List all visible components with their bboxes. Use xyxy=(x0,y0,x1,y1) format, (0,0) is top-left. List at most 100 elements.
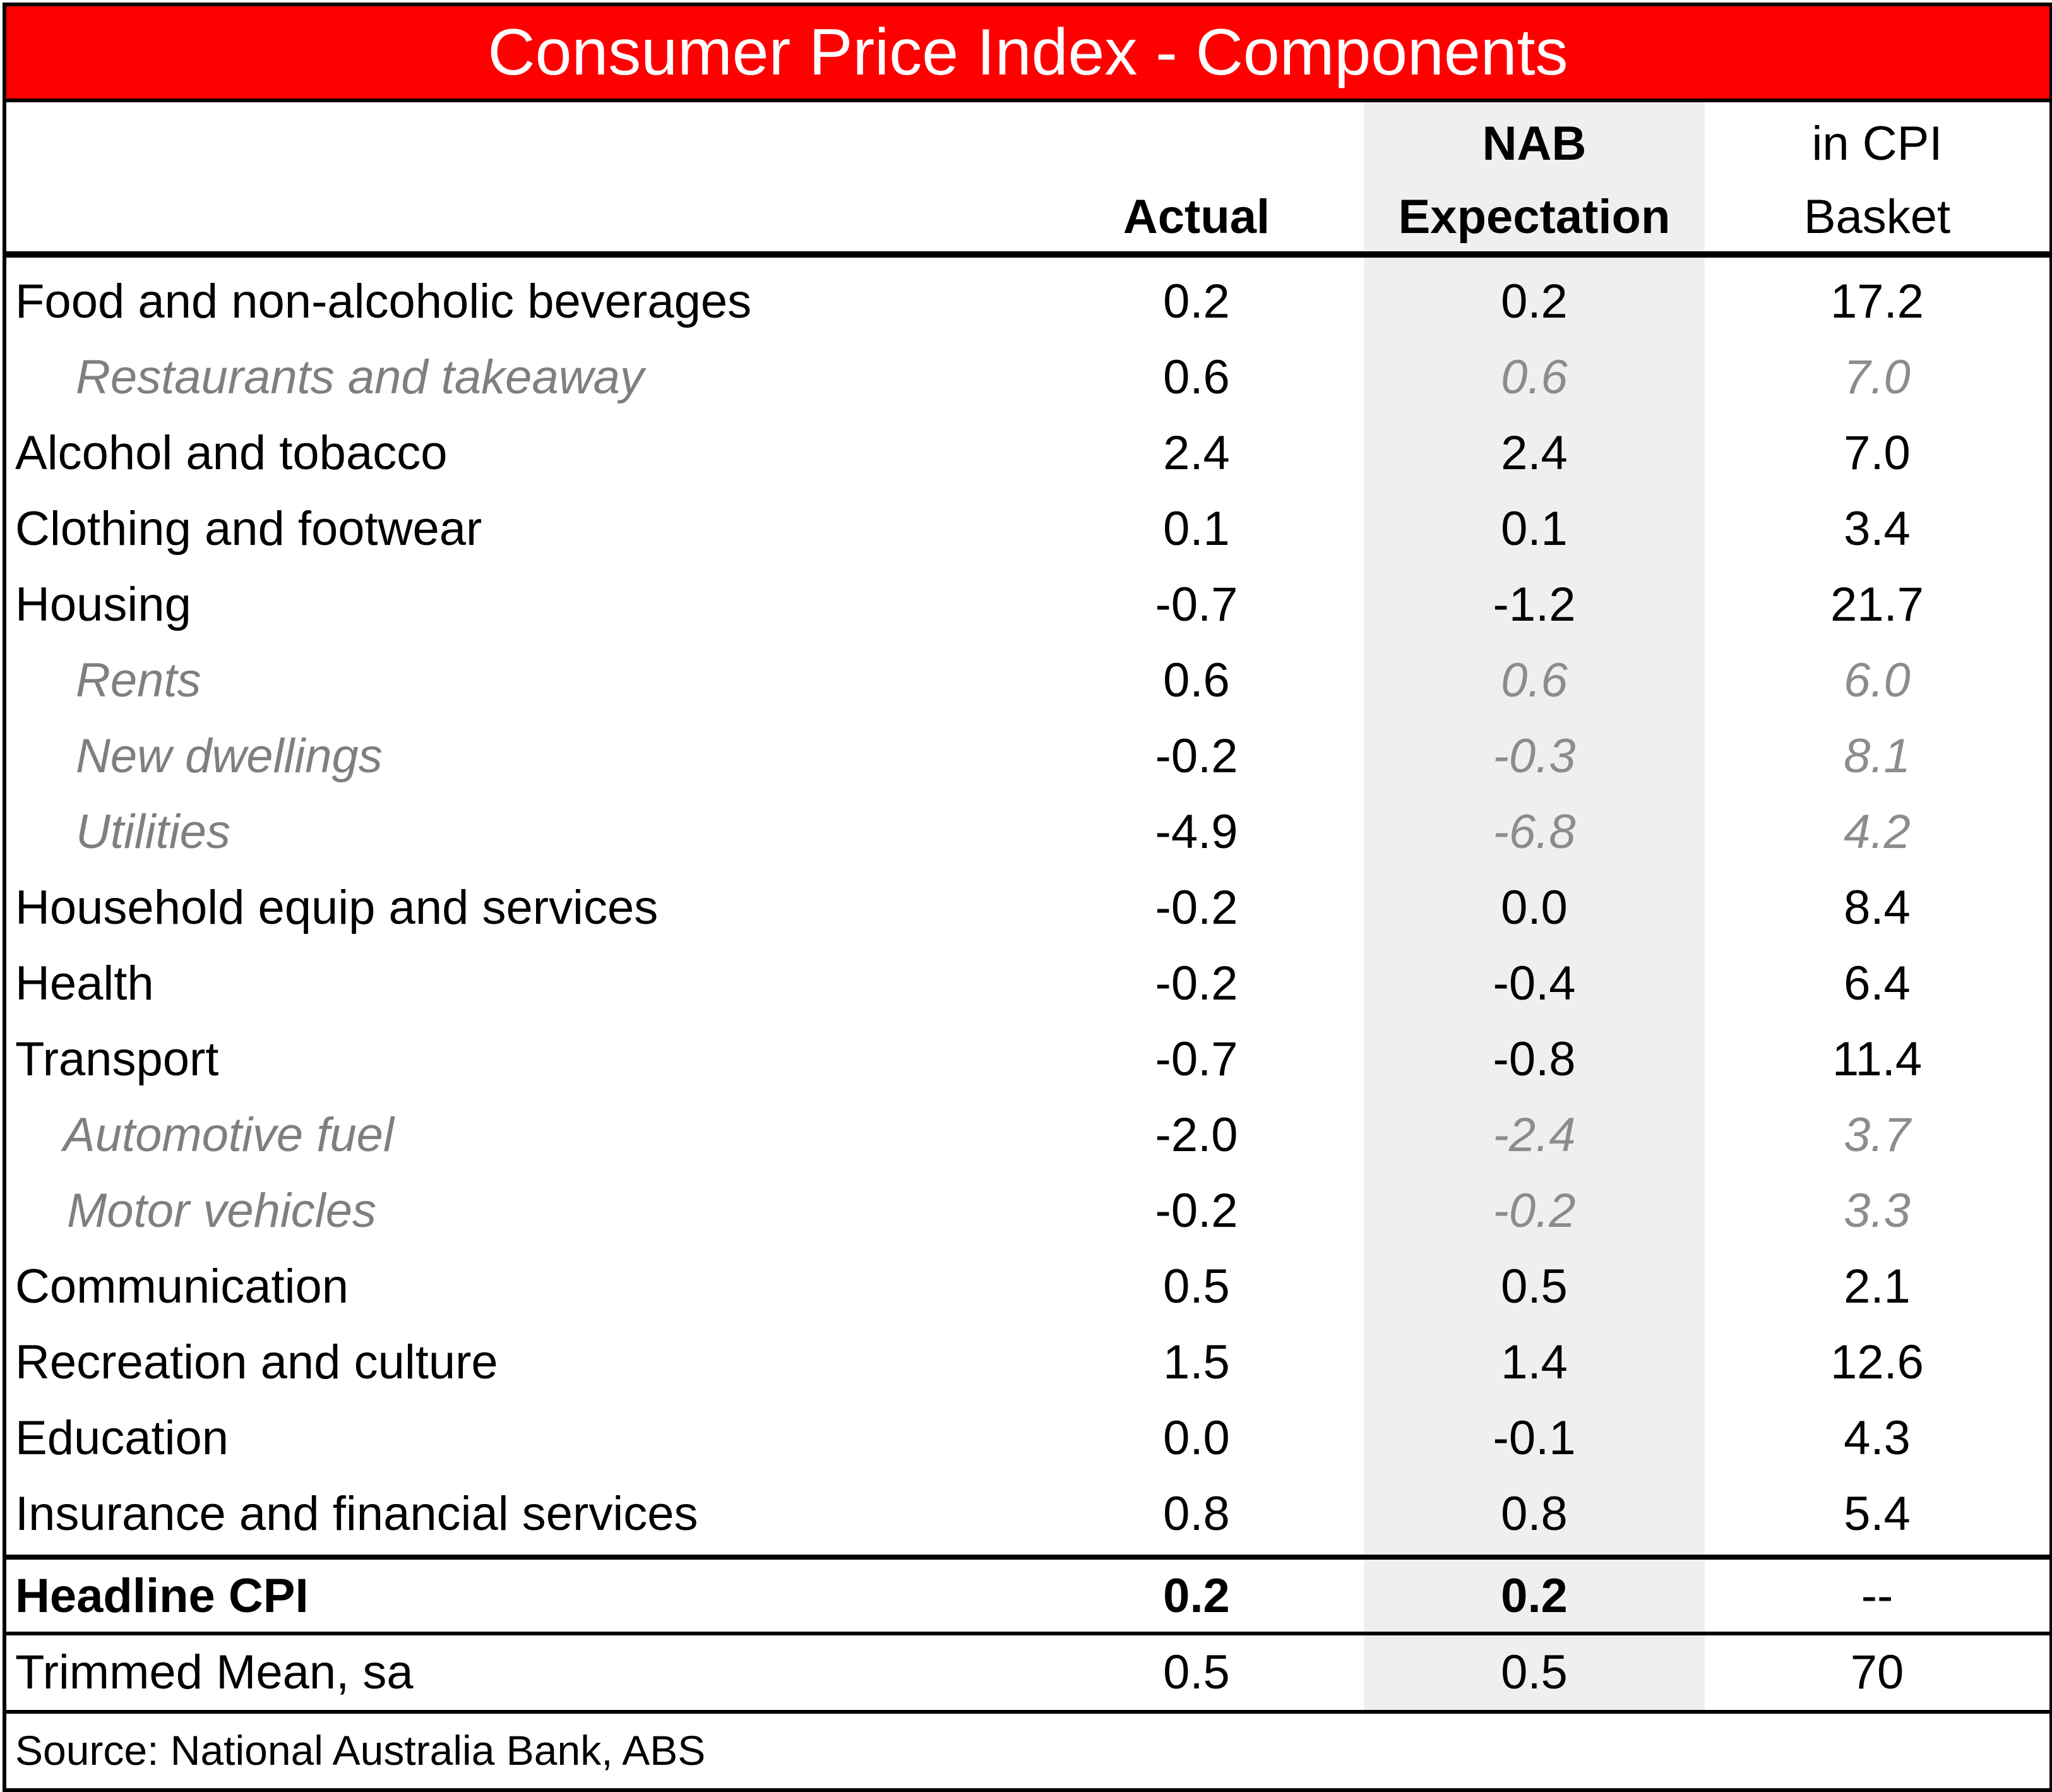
row-label: Insurance and financial services xyxy=(15,1487,698,1541)
table-row: Food and non-alcoholic beverages 0.2 0.2… xyxy=(6,264,2049,340)
trimmed-divider xyxy=(6,1632,2049,1635)
nab-value: -0.4 xyxy=(1493,957,1576,1010)
basket-value: 8.1 xyxy=(1844,729,1911,783)
table-row: Automotive fuel -2.0 -2.4 3.7 xyxy=(6,1097,2049,1173)
nab-value: 0.8 xyxy=(1501,1487,1568,1541)
nab-value: 0.6 xyxy=(1501,654,1568,707)
table-row: Clothing and footwear 0.1 0.1 3.4 xyxy=(6,491,2049,567)
actual-value: -0.7 xyxy=(1155,1032,1238,1086)
table-row: Communication 0.5 0.5 2.1 xyxy=(6,1249,2049,1325)
actual-value: 0.1 xyxy=(1163,502,1230,556)
headline-label: Headline CPI xyxy=(15,1569,309,1623)
trimmed-nab-value: 0.5 xyxy=(1501,1646,1568,1699)
basket-value: 7.0 xyxy=(1844,350,1911,404)
nab-value: -2.4 xyxy=(1493,1108,1576,1162)
actual-value: -2.0 xyxy=(1155,1108,1238,1162)
row-label: Recreation and culture xyxy=(15,1335,498,1389)
table-header: Actual NAB Expectation in CPI Basket xyxy=(6,102,2049,251)
basket-value: 4.3 xyxy=(1844,1411,1911,1465)
row-label: Utilities xyxy=(76,805,230,859)
nab-value: 0.1 xyxy=(1501,502,1568,556)
actual-value: -0.2 xyxy=(1155,881,1238,935)
row-label: Automotive fuel xyxy=(63,1108,394,1162)
basket-value: 2.1 xyxy=(1844,1260,1911,1313)
table-row: New dwellings -0.2 -0.3 8.1 xyxy=(6,719,2049,794)
basket-value: 3.7 xyxy=(1844,1108,1911,1162)
header-nab-line1: NAB xyxy=(1482,117,1587,170)
basket-value: 8.4 xyxy=(1844,881,1911,935)
actual-value: 0.5 xyxy=(1163,1260,1230,1313)
row-label: Household equip and services xyxy=(15,881,659,935)
header-basket-line1: in CPI xyxy=(1811,117,1943,170)
table-row: Education 0.0 -0.1 4.3 xyxy=(6,1401,2049,1476)
nab-value: -6.8 xyxy=(1493,805,1576,859)
trimmed-actual-value: 0.5 xyxy=(1163,1646,1230,1699)
nab-value: 0.2 xyxy=(1501,275,1568,328)
header-nab-line2: Expectation xyxy=(1398,190,1671,244)
row-label: New dwellings xyxy=(76,729,383,783)
table-row: Household equip and services -0.2 0.0 8.… xyxy=(6,870,2049,946)
table-row: Recreation and culture 1.5 1.4 12.6 xyxy=(6,1325,2049,1401)
row-label: Communication xyxy=(15,1260,349,1313)
header-basket-line2: Basket xyxy=(1803,190,1951,244)
basket-value: 21.7 xyxy=(1830,578,1924,631)
actual-value: 0.8 xyxy=(1163,1487,1230,1541)
row-label: Health xyxy=(15,957,154,1010)
table-row: Motor vehicles -0.2 -0.2 3.3 xyxy=(6,1173,2049,1249)
nab-value: 0.0 xyxy=(1501,881,1568,935)
headline-divider xyxy=(6,1555,2049,1560)
actual-value: 2.4 xyxy=(1163,426,1230,480)
basket-value: 5.4 xyxy=(1844,1487,1911,1541)
actual-value: 1.5 xyxy=(1163,1335,1230,1389)
trimmed-basket-value: 70 xyxy=(1850,1646,1904,1699)
header-divider xyxy=(6,251,2049,258)
nab-value: -0.3 xyxy=(1493,729,1576,783)
row-label: Restaurants and takeaway xyxy=(76,350,644,404)
nab-column-shading xyxy=(1364,102,1705,1710)
basket-value: 3.3 xyxy=(1844,1184,1911,1238)
row-label: Food and non-alcoholic beverages xyxy=(15,275,752,328)
nab-value: -0.2 xyxy=(1493,1184,1576,1238)
headline-basket-value: -- xyxy=(1861,1569,1894,1623)
headline-nab-value: 0.2 xyxy=(1501,1569,1568,1623)
trimmed-label: Trimmed Mean, sa xyxy=(15,1646,414,1699)
actual-value: -4.9 xyxy=(1155,805,1238,859)
row-label: Motor vehicles xyxy=(67,1184,376,1238)
table-row: Rents 0.6 0.6 6.0 xyxy=(6,643,2049,719)
table-row: Restaurants and takeaway 0.6 0.6 7.0 xyxy=(6,340,2049,415)
basket-value: 3.4 xyxy=(1844,502,1911,556)
basket-value: 4.2 xyxy=(1844,805,1911,859)
basket-value: 17.2 xyxy=(1830,275,1924,328)
nab-value: -0.1 xyxy=(1493,1411,1576,1465)
basket-value: 12.6 xyxy=(1830,1335,1924,1389)
source-note: Source: National Australia Bank, ABS xyxy=(15,1727,706,1774)
cpi-table-frame: Consumer Price Index - Components Actual… xyxy=(3,3,2052,1792)
table-row: Housing -0.7 -1.2 21.7 xyxy=(6,567,2049,643)
nab-value: 1.4 xyxy=(1501,1335,1568,1389)
table-row: Health -0.2 -0.4 6.4 xyxy=(6,946,2049,1022)
table-row: Alcohol and tobacco 2.4 2.4 7.0 xyxy=(6,415,2049,491)
basket-value: 6.0 xyxy=(1844,654,1911,707)
header-actual: Actual xyxy=(1123,190,1270,244)
row-label: Clothing and footwear xyxy=(15,502,482,556)
row-label: Education xyxy=(15,1411,229,1465)
actual-value: -0.7 xyxy=(1155,578,1238,631)
basket-value: 11.4 xyxy=(1832,1032,1923,1086)
headline-actual-value: 0.2 xyxy=(1163,1569,1230,1623)
basket-value: 7.0 xyxy=(1844,426,1911,480)
nab-value: 0.5 xyxy=(1501,1260,1568,1313)
row-label: Transport xyxy=(15,1032,219,1086)
table-title: Consumer Price Index - Components xyxy=(6,6,2049,102)
row-label: Housing xyxy=(15,578,191,631)
actual-value: -0.2 xyxy=(1155,729,1238,783)
nab-value: -1.2 xyxy=(1493,578,1576,631)
nab-value: 0.6 xyxy=(1501,350,1568,404)
actual-value: 0.6 xyxy=(1163,654,1230,707)
actual-value: -0.2 xyxy=(1155,1184,1238,1238)
basket-value: 6.4 xyxy=(1844,957,1911,1010)
row-label: Alcohol and tobacco xyxy=(15,426,448,480)
nab-value: 2.4 xyxy=(1501,426,1568,480)
actual-value: 0.0 xyxy=(1163,1411,1230,1465)
actual-value: 0.2 xyxy=(1163,275,1230,328)
row-label: Rents xyxy=(76,654,201,707)
